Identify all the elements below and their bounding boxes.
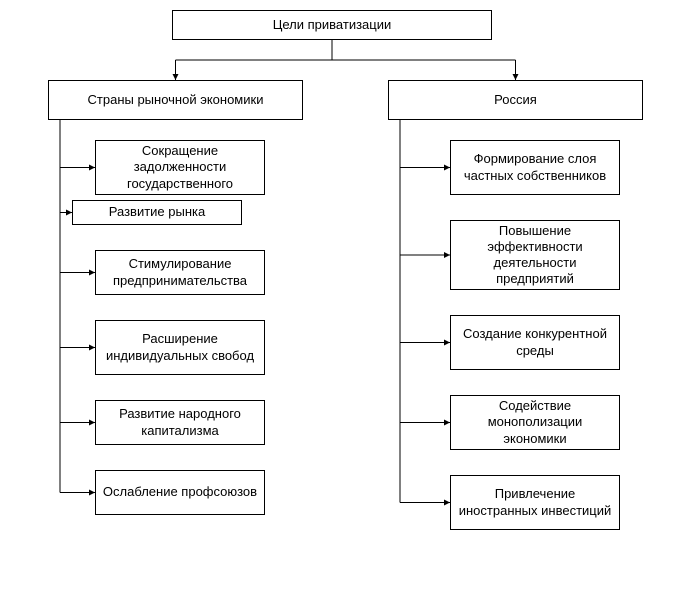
- item-label: Создание конкурентной среды: [457, 326, 613, 359]
- item-node: Стимулирование предпринимательства: [95, 250, 265, 295]
- item-node: Повышение эффективности деятельности пре…: [450, 220, 620, 290]
- item-node: Привлечение иностранных инвестиций: [450, 475, 620, 530]
- root-node: Цели приватизации: [172, 10, 492, 40]
- item-label: Содействие монополизации экономики: [457, 398, 613, 447]
- item-label: Сокращение задолженности государственног…: [102, 143, 258, 192]
- item-label: Развитие народного капитализма: [102, 406, 258, 439]
- item-label: Формирование слоя частных собственников: [457, 151, 613, 184]
- item-label: Развитие рынка: [109, 204, 205, 220]
- item-label: Привлечение иностранных инвестиций: [457, 486, 613, 519]
- item-node: Развитие рынка: [72, 200, 242, 225]
- item-label: Ослабление профсоюзов: [103, 484, 257, 500]
- item-label: Расширение индивидуальных свобод: [102, 331, 258, 364]
- branch-header-russia: Россия: [388, 80, 643, 120]
- item-node: Формирование слоя частных собственников: [450, 140, 620, 195]
- diagram-canvas: Цели приватизации Страны рыночной эконом…: [0, 0, 676, 589]
- root-label: Цели приватизации: [273, 17, 392, 33]
- branch-header-label: Россия: [494, 92, 537, 108]
- item-node: Расширение индивидуальных свобод: [95, 320, 265, 375]
- item-label: Повышение эффективности деятельности пре…: [457, 223, 613, 288]
- branch-header-label: Страны рыночной экономики: [88, 92, 264, 108]
- item-node: Ослабление профсоюзов: [95, 470, 265, 515]
- item-node: Развитие народного капитализма: [95, 400, 265, 445]
- item-label: Стимулирование предпринимательства: [102, 256, 258, 289]
- item-node: Содействие монополизации экономики: [450, 395, 620, 450]
- branch-header-market: Страны рыночной экономики: [48, 80, 303, 120]
- item-node: Сокращение задолженности государственног…: [95, 140, 265, 195]
- item-node: Создание конкурентной среды: [450, 315, 620, 370]
